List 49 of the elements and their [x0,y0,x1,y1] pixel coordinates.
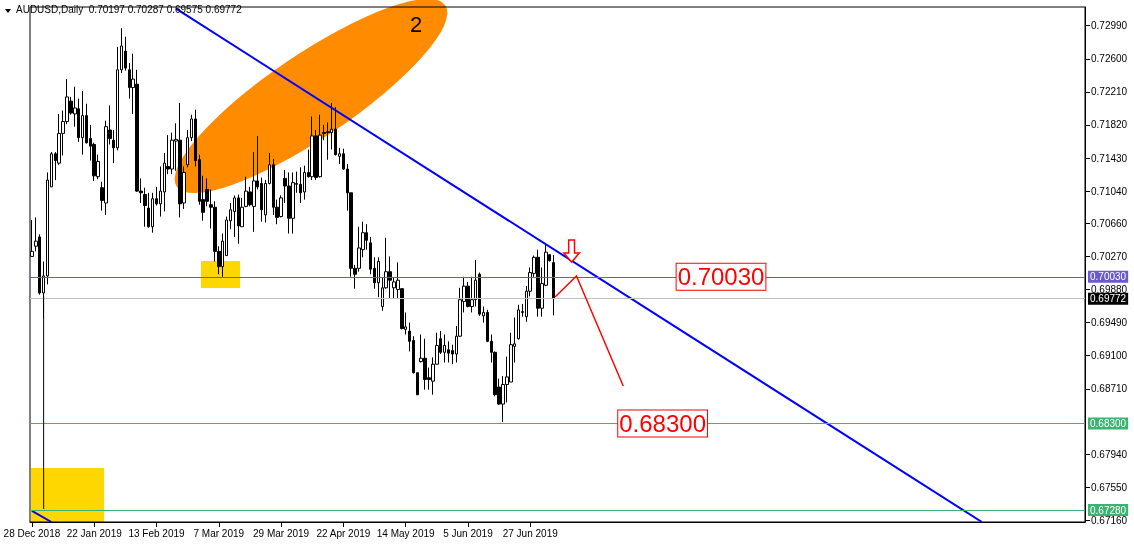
y-tick-label: 0.72600 [1091,53,1128,65]
x-tick-label: 29 Mar 2019 [253,527,310,539]
y-tick-label: 0.67940 [1091,448,1128,460]
candlestick [299,166,302,204]
y-tick-label: 0.70660 [1091,217,1128,229]
annotation: 0.70030 [677,263,765,291]
annotation: 0.68300 [619,410,706,438]
candlestick [536,249,540,318]
y-tick-label: 0.72210 [1091,86,1128,98]
candlestick [244,176,248,208]
ref-line-label: 0.68300 [1090,418,1127,430]
x-tick-label: 14 May 2019 [376,527,436,539]
y-tick-label: 0.69880 [1091,284,1128,296]
y-tick-label: 0.67160 [1091,514,1128,526]
candlestick [466,281,470,308]
x-tick-label: 7 Mar 2019 [193,527,245,539]
candlestick [423,338,427,391]
y-tick-label: 0.71430 [1091,152,1128,164]
candlestick [147,192,150,229]
candlestick [517,304,520,341]
candlestick [237,194,240,245]
y-tick-label: 0.69490 [1091,317,1128,329]
candlestick [377,256,380,298]
ref-line-label: 0.70030 [1090,271,1127,283]
candlestick [178,102,182,218]
x-tick-label: 5 Jun 2019 [443,527,494,539]
candlestick [81,90,84,156]
y-tick-label: 0.72990 [1091,20,1128,32]
y-tick-label: 0.70270 [1091,250,1128,262]
candlestick [318,114,322,179]
x-tick-label: 22 Apr 2019 [316,527,371,539]
x-tick-label: 22 Jan 2019 [66,527,123,539]
x-tick-label: 27 Jun 2019 [502,527,559,539]
y-tick-label: 0.71820 [1091,119,1128,131]
candlestick [443,334,446,363]
candlestick [552,254,555,316]
candlestick [287,171,291,235]
y-tick-label: 0.67550 [1091,481,1128,493]
y-tick-label: 0.71040 [1091,185,1128,197]
x-tick-label: 13 Feb 2019 [128,527,186,539]
candlestick [291,171,295,235]
annotation: 2 [410,11,423,37]
candlestick [310,115,314,181]
chart-title: AUDUSD,Daily 0.70197 0.70287 0.69575 0.69772 [16,3,243,15]
ref-line-label: 0.69772 [1090,293,1127,305]
y-tick-label: 0.68710 [1091,383,1128,395]
x-tick-label: 28 Dec 2018 [3,527,61,539]
y-tick-label: 0.69100 [1091,350,1128,362]
ref-line-label: 0.67280 [1090,504,1127,516]
